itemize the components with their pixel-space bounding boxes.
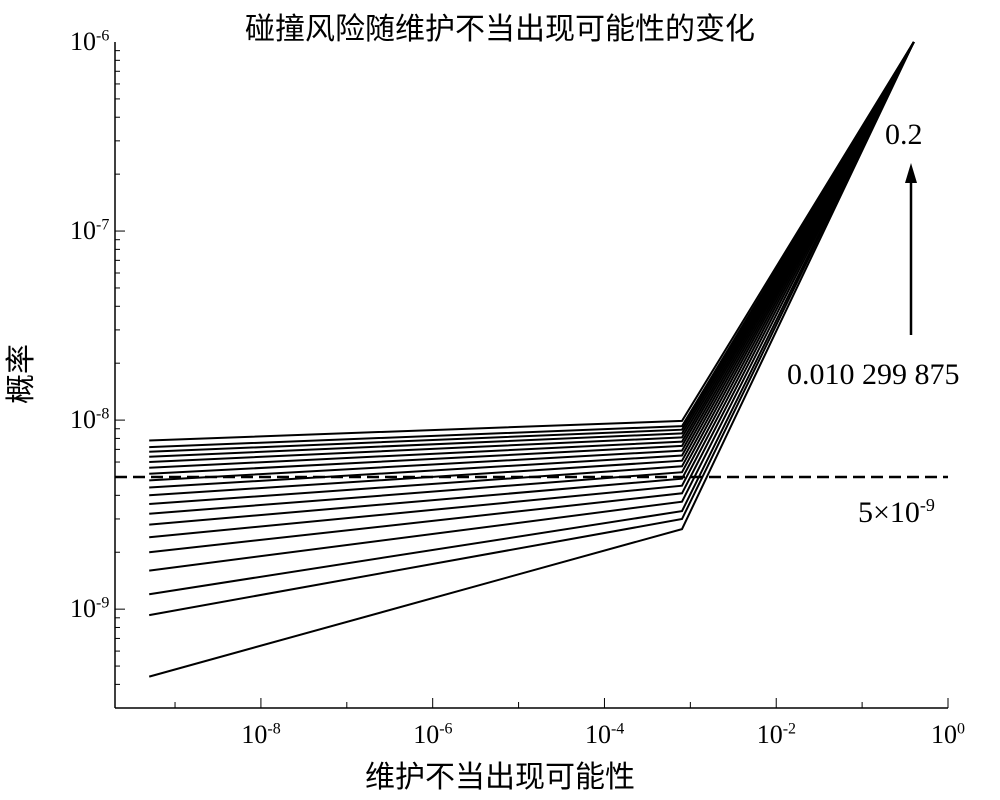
x-tick-label: 10-2	[756, 720, 797, 749]
y-axis-label: 概率	[4, 344, 39, 404]
y-tick-label: 10-8	[70, 405, 110, 435]
x-tick-label: 10-8	[241, 720, 281, 749]
x-tick-label: 10-6	[413, 720, 453, 749]
annotation-bottom-value: 0.010 299 875	[787, 358, 960, 391]
series-line	[149, 41, 915, 526]
chart-title: 碰撞风险随维护不当出现可能性的变化	[245, 12, 755, 47]
y-tick-label: 10-6	[70, 27, 110, 56]
annotation-top-value: 0.2	[885, 118, 923, 151]
annotation-arrow-head	[905, 163, 917, 183]
series-line	[148, 41, 915, 678]
y-tick-label: 10-9	[70, 594, 110, 624]
x-tick-label: 100	[931, 720, 965, 749]
series-line	[149, 41, 915, 572]
x-tick-label: 10-4	[584, 720, 625, 749]
x-axis-label: 维护不当出现可能性	[365, 760, 635, 795]
y-tick-label: 10-7	[70, 216, 110, 246]
threshold-label: 5×10-9	[858, 495, 935, 529]
series-line	[149, 41, 915, 596]
series-line	[149, 41, 915, 442]
series-line	[149, 41, 915, 554]
series-line	[149, 41, 915, 539]
series-line	[149, 41, 915, 617]
